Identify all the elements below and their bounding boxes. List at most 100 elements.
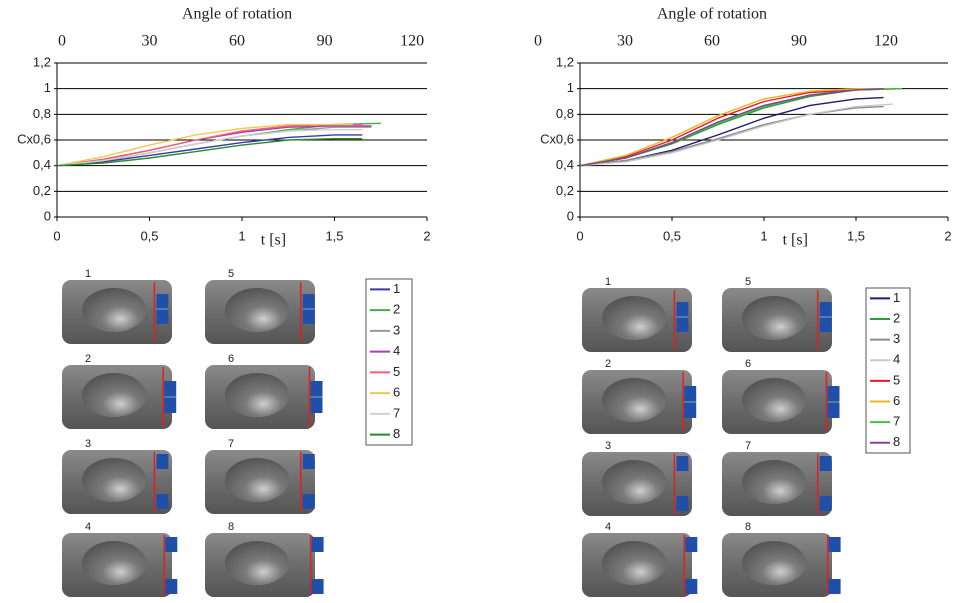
y-tick-label: 0,6 (556, 131, 574, 146)
car-label: 3 (605, 440, 611, 452)
flap (165, 537, 178, 552)
x2-tick-label: 0 (58, 33, 66, 50)
flap (819, 456, 832, 471)
y-tick-label: 0,2 (556, 183, 574, 198)
y-tick-label: 1,2 (556, 54, 574, 69)
legend-label: 8 (893, 434, 900, 449)
flap (828, 537, 841, 552)
flap (828, 579, 841, 594)
legend-label: 4 (393, 343, 400, 358)
car-label: 5 (745, 276, 751, 288)
car-cabin (602, 378, 666, 422)
car-label: 8 (745, 521, 751, 533)
x2-tick-label: 120 (874, 33, 898, 50)
flap (156, 454, 169, 469)
legend-label: 1 (393, 281, 400, 296)
car-label: 1 (85, 268, 91, 280)
y-tick-label: 0,4 (556, 157, 574, 172)
y-tick-label: 0,6 (33, 131, 51, 146)
x2-tick-label: 120 (400, 33, 424, 50)
series-line (56, 123, 353, 167)
x-tick-label: 0 (576, 228, 583, 243)
x-tick-label: 1 (238, 228, 245, 243)
x2-tick-label: 30 (142, 33, 158, 50)
y-tick-label: 1,2 (33, 54, 51, 69)
y-tick-label: 0,2 (33, 183, 51, 198)
series-line (579, 103, 893, 167)
car-cabin (225, 541, 289, 585)
flap (311, 579, 324, 594)
car-label: 7 (228, 438, 234, 450)
car-label: 2 (85, 353, 91, 365)
legend-label: 2 (893, 310, 900, 325)
legend-label: 5 (893, 372, 900, 387)
legend-label: 3 (893, 331, 900, 346)
x2-tick-label: 30 (617, 33, 633, 50)
flap (676, 496, 689, 511)
series-line (579, 88, 884, 167)
x-tick-label: 0 (53, 228, 60, 243)
x2-axis-label: Angle of rotation (657, 6, 767, 23)
y-tick-label: 0 (44, 208, 51, 223)
legend-label: 1 (893, 290, 900, 305)
legend-label: 8 (393, 426, 400, 441)
car-cabin (82, 541, 146, 585)
x2-tick-label: 60 (229, 33, 245, 50)
y-axis-label: Cx (540, 131, 556, 146)
series-line (56, 129, 363, 167)
car-cabin (225, 373, 289, 417)
legend-label: 7 (893, 414, 900, 429)
legend-label: 4 (893, 352, 900, 367)
car-cabin (742, 541, 806, 585)
series-line (56, 134, 363, 167)
car-label: 4 (605, 521, 611, 533)
x2-tick-label: 60 (704, 33, 720, 50)
car-label: 3 (85, 438, 91, 450)
flap (302, 454, 315, 469)
x2-axis-label: Angle of rotation (182, 6, 292, 23)
x-tick-label: 1,5 (847, 228, 865, 243)
car-label: 8 (228, 521, 234, 533)
x-tick-label: 0,5 (663, 228, 681, 243)
legend-label: 7 (393, 405, 400, 420)
car-cabin (602, 460, 666, 504)
legend-box (365, 278, 413, 446)
legend-label: 6 (893, 393, 900, 408)
car-label: 2 (605, 358, 611, 370)
legend-label: 5 (393, 364, 400, 379)
y-tick-label: 0,4 (33, 157, 51, 172)
flap (156, 494, 169, 509)
car-cabin (82, 288, 146, 332)
x-tick-label: 2 (423, 228, 430, 243)
car-label: 5 (228, 268, 234, 280)
legend-label: 6 (393, 385, 400, 400)
flap (676, 456, 689, 471)
series-line (579, 88, 893, 167)
legend-label: 3 (393, 322, 400, 337)
x-tick-label: 1 (760, 228, 767, 243)
legend-label: 2 (393, 302, 400, 317)
y-tick-label: 0 (567, 208, 574, 223)
flap (311, 537, 324, 552)
car-cabin (225, 288, 289, 332)
x-axis-label: t [s] (261, 232, 286, 249)
flap (685, 579, 698, 594)
y-tick-label: 0,8 (556, 106, 574, 121)
x-tick-label: 0,5 (140, 228, 158, 243)
series-line (579, 105, 884, 167)
car-cabin (82, 373, 146, 417)
y-tick-label: 1 (567, 80, 574, 95)
x2-tick-label: 90 (791, 33, 807, 50)
car-cabin (225, 458, 289, 502)
flap (165, 579, 178, 594)
car-cabin (602, 541, 666, 585)
flap (819, 496, 832, 511)
y-tick-label: 0,8 (33, 106, 51, 121)
flap (685, 537, 698, 552)
car-cabin (742, 296, 806, 340)
car-label: 6 (745, 358, 751, 370)
flap (302, 494, 315, 509)
x-tick-label: 1,5 (325, 228, 343, 243)
x-axis-label: t [s] (783, 232, 808, 249)
